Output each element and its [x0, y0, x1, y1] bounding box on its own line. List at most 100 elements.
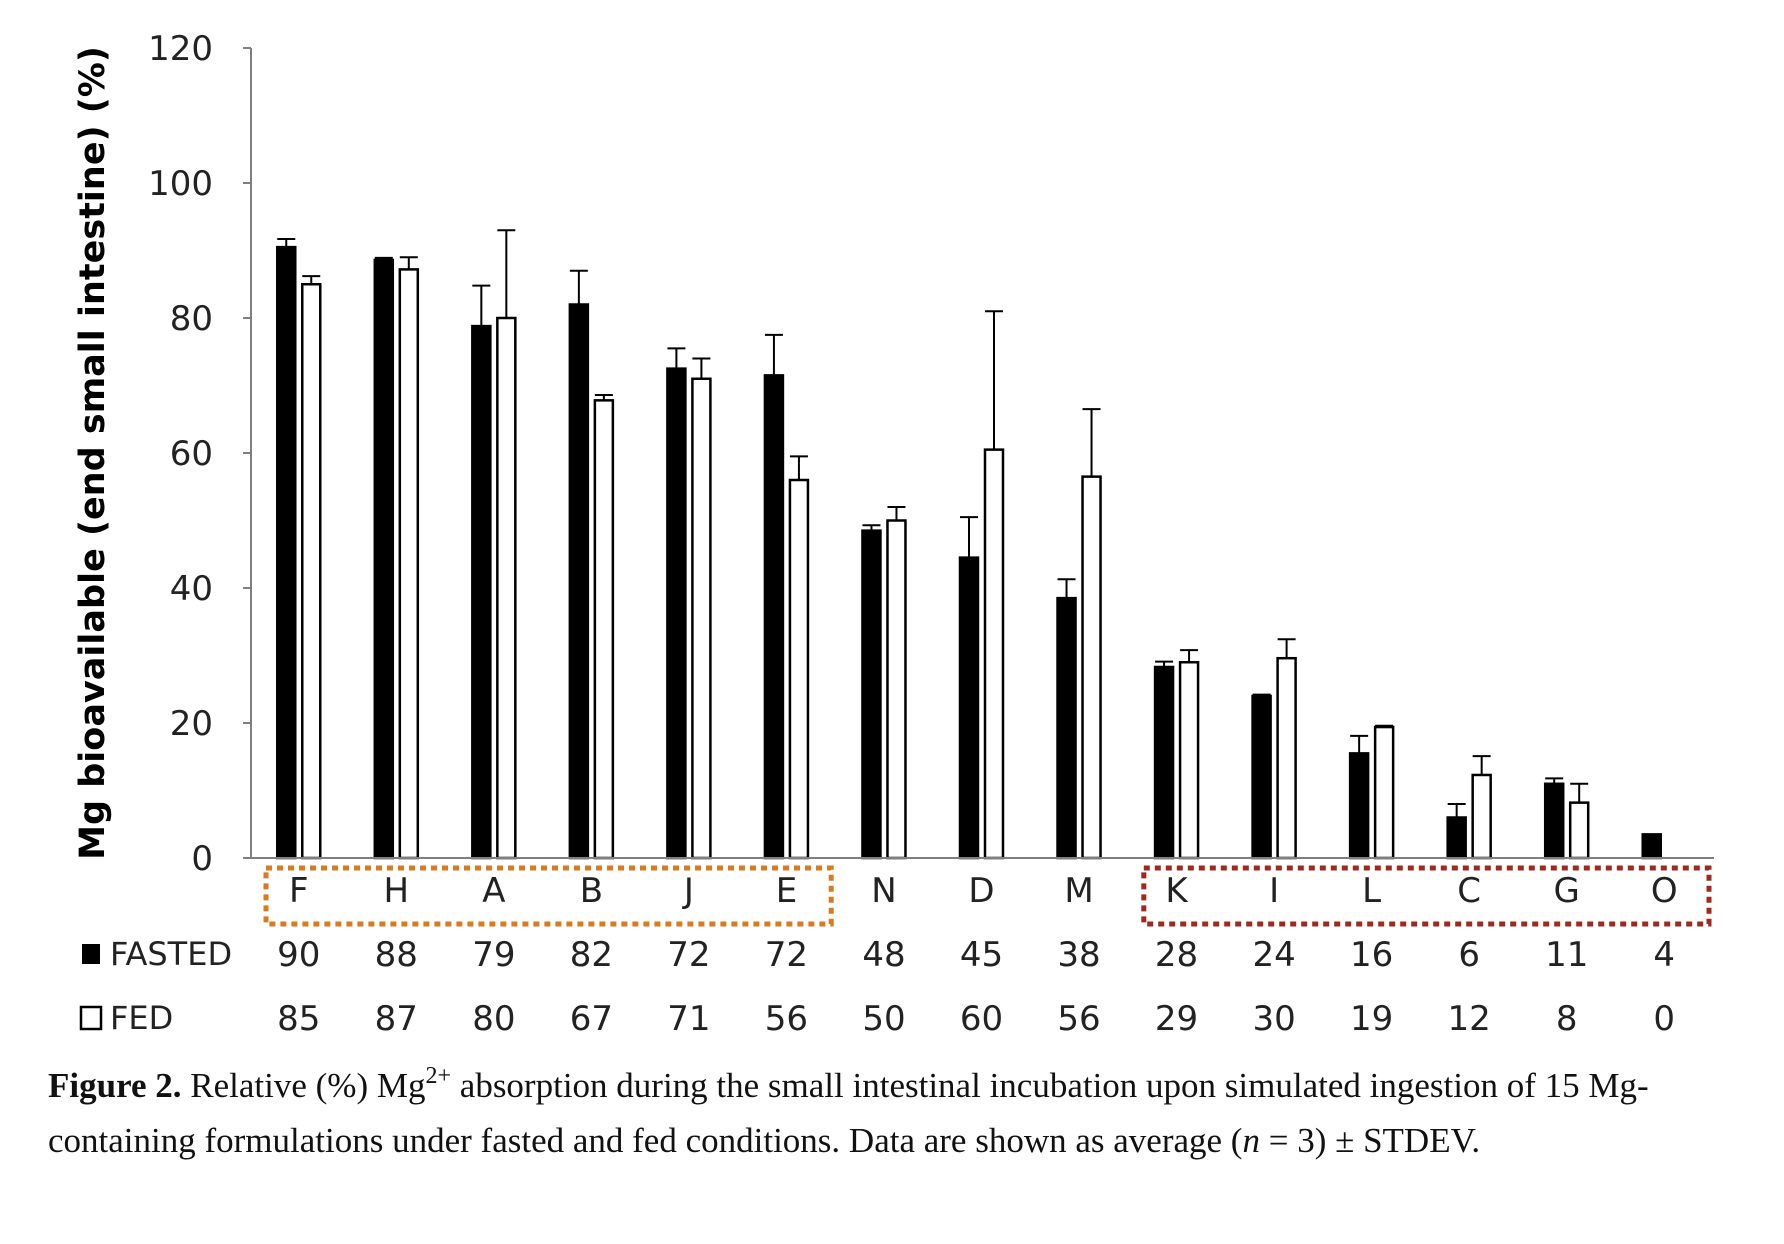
y-tick-label: 40 [170, 569, 213, 609]
bar-fed-M [1081, 475, 1102, 860]
y-tick-label: 120 [148, 29, 213, 69]
y-tick-label: 80 [170, 299, 213, 339]
bar-fed-A [496, 316, 517, 860]
bar-fed-E [788, 478, 810, 860]
category-label-E: E [776, 871, 797, 911]
category-label-G: G [1554, 871, 1580, 911]
caption-label: Figure 2. [48, 1066, 182, 1105]
table-fed-value-F: 85 [277, 999, 320, 1039]
table-fasted-value-A: 79 [472, 935, 515, 975]
table-fed-value-A: 80 [472, 999, 515, 1039]
category-label-F: F [289, 871, 309, 911]
data-table: FASTED FED 90858887798082677271725648504… [79, 935, 1675, 1039]
table-fasted-value-F: 90 [277, 935, 320, 975]
bar-fasted-L [1348, 752, 1370, 860]
category-label-L: L [1362, 871, 1381, 911]
highlight-box-2 [1141, 865, 1712, 927]
category-label-K: K [1165, 871, 1189, 911]
figure-caption: Figure 2. Relative (%) Mg2+ absorption d… [48, 1058, 1748, 1168]
table-fed-value-J: 71 [667, 999, 710, 1039]
bar-fasted-F [276, 245, 297, 860]
bar-fed-L [1373, 725, 1395, 860]
table-fasted-value-O: 4 [1653, 935, 1675, 975]
y-tick-label: 60 [170, 434, 213, 474]
table-fasted-value-J: 72 [667, 935, 710, 975]
caption-text-2: absorption during the small intestinal i… [48, 1066, 1649, 1160]
table-fasted-value-D: 45 [960, 935, 1003, 975]
caption-superscript: 2+ [425, 1063, 452, 1089]
bar-fed-J [691, 377, 712, 860]
category-label-O: O [1651, 871, 1678, 911]
category-label-D: D [968, 871, 994, 911]
table-fasted-value-L: 16 [1350, 935, 1393, 975]
category-label-A: A [482, 871, 505, 911]
bar-fed-K [1178, 661, 1200, 860]
category-label-I: I [1269, 871, 1279, 911]
table-fasted-value-H: 88 [375, 935, 418, 975]
bar-fasted-G [1543, 782, 1565, 860]
bar-fed-N [886, 519, 907, 860]
y-tick-label: 100 [148, 164, 213, 204]
table-fasted-value-N: 48 [862, 935, 905, 975]
bars [276, 229, 1662, 860]
bar-fed-C [1471, 773, 1492, 860]
bar-fasted-N [861, 529, 882, 860]
bar-fasted-H [373, 258, 395, 860]
highlight-box-1 [263, 865, 834, 927]
bar-fasted-O [1641, 833, 1662, 860]
table-fed-value-O: 0 [1653, 999, 1675, 1039]
table-fed-value-G: 8 [1556, 999, 1578, 1039]
table-fed-value-C: 12 [1448, 999, 1491, 1039]
table-fasted-value-K: 28 [1155, 935, 1198, 975]
bar-fasted-I [1251, 694, 1272, 860]
bar-fasted-B [568, 303, 590, 860]
table-fasted-value-G: 11 [1545, 935, 1588, 975]
bar-fasted-M [1056, 596, 1077, 860]
highlight-boxes [263, 865, 1712, 927]
bar-fed-F [301, 283, 322, 860]
bar-fed-B [593, 399, 615, 860]
category-label-J: J [682, 871, 694, 911]
table-fasted-value-B: 82 [570, 935, 613, 975]
category-label-N: N [871, 871, 896, 911]
table-fed-value-E: 56 [765, 999, 808, 1039]
bar-fed-H [398, 268, 420, 860]
bar-fed-G [1568, 801, 1590, 860]
table-fed-value-B: 67 [570, 999, 613, 1039]
legend-fed-swatch [79, 1005, 103, 1031]
y-axis-title: Mg bioavailable (end small intestine) (%… [73, 46, 113, 860]
table-fasted-value-I: 24 [1252, 935, 1295, 975]
table-fed-value-L: 19 [1350, 999, 1393, 1039]
table-fed-value-D: 60 [960, 999, 1003, 1039]
bar-fed-I [1276, 656, 1297, 860]
bar-fasted-K [1153, 665, 1175, 860]
y-tick-label: 20 [170, 704, 213, 744]
bar-fasted-A [471, 324, 492, 860]
legend-fed-label: FED [110, 999, 173, 1037]
table-fed-value-K: 29 [1155, 999, 1198, 1039]
table-fed-value-H: 87 [375, 999, 418, 1039]
y-tick-label: 0 [191, 839, 213, 879]
table-fasted-value-M: 38 [1057, 935, 1100, 975]
table-fed-value-I: 30 [1252, 999, 1295, 1039]
table-fed-value-N: 50 [862, 999, 905, 1039]
caption-italic-n: n [1242, 1121, 1260, 1160]
legend-fasted-swatch [82, 944, 100, 964]
bar-fasted-D [958, 556, 980, 860]
bar-fasted-C [1446, 816, 1467, 860]
bar-fasted-J [666, 367, 687, 860]
bar-fasted-E [763, 374, 785, 860]
category-label-H: H [384, 871, 410, 911]
y-axis: 0 20 40 60 80 100 120 [148, 29, 252, 879]
table-fasted-value-C: 6 [1458, 935, 1480, 975]
legend-fasted-label: FASTED [110, 935, 232, 973]
category-label-C: C [1457, 871, 1481, 911]
category-label-B: B [580, 871, 603, 911]
table-fasted-value-E: 72 [765, 935, 808, 975]
caption-text-3: = 3) ± STDEV. [1259, 1121, 1481, 1160]
bar-fed-D [983, 448, 1005, 860]
caption-text-1: Relative (%) Mg [190, 1066, 426, 1105]
table-fed-value-M: 56 [1057, 999, 1100, 1039]
